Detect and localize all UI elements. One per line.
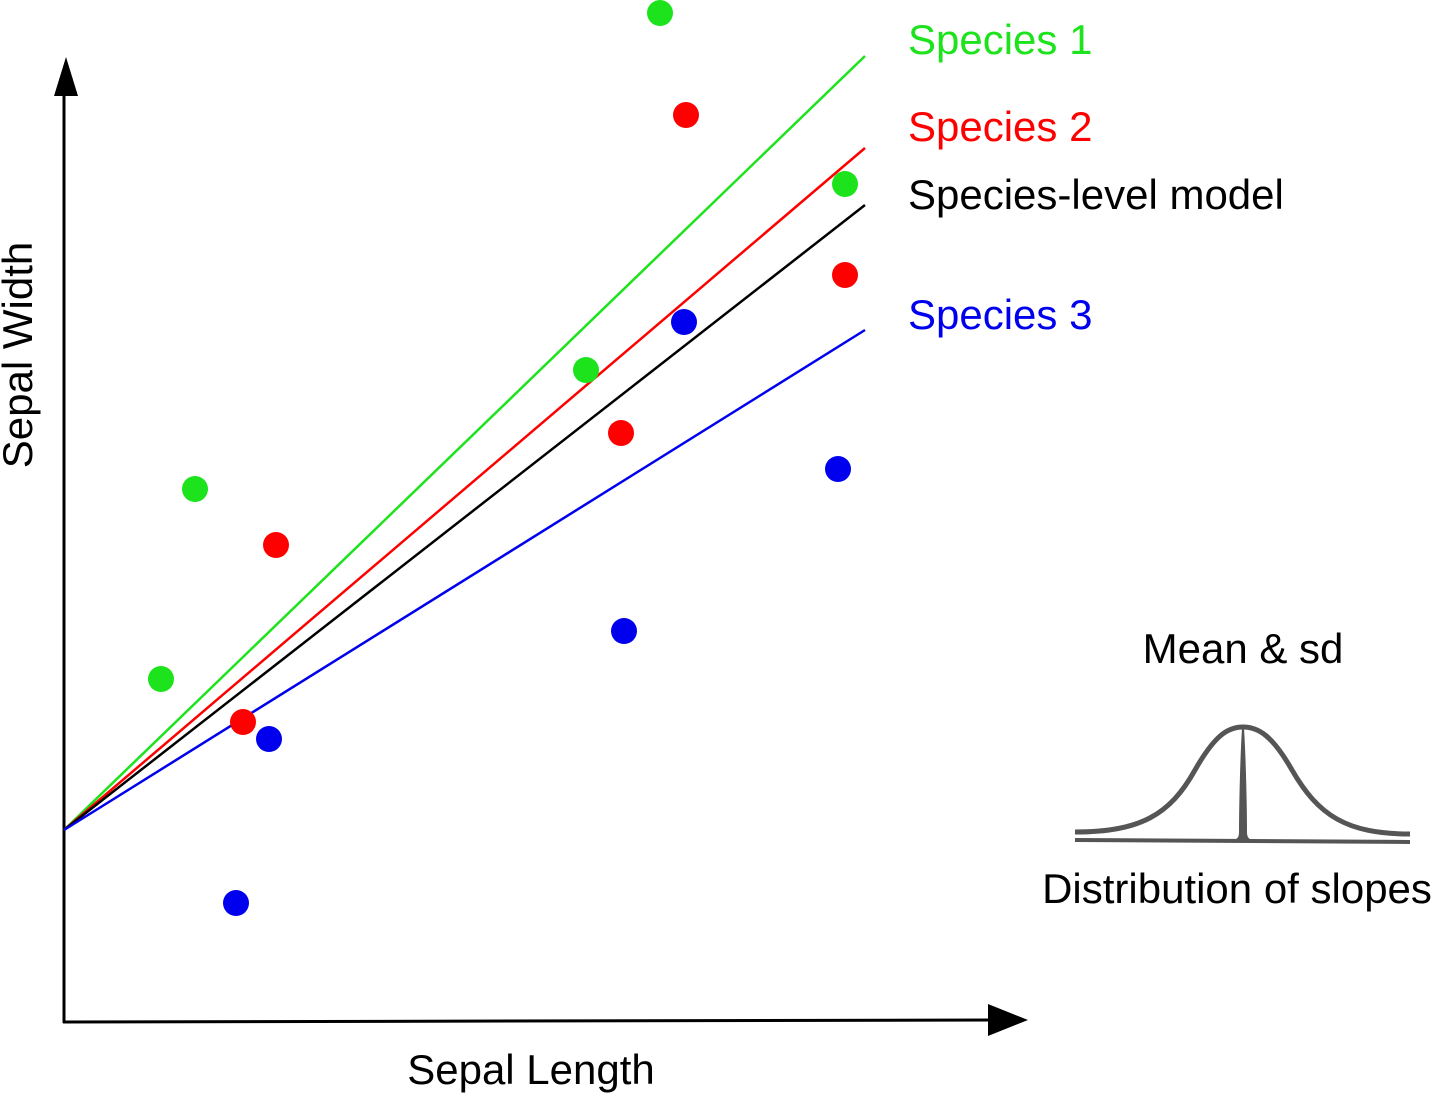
species1-point — [647, 0, 673, 26]
y-axis-arrowhead — [54, 57, 78, 96]
axes — [54, 57, 1028, 1036]
species3-point — [825, 456, 851, 482]
regression-lines — [63, 55, 866, 832]
species3-point — [223, 890, 249, 916]
species3-line — [63, 328, 866, 832]
distribution-curve — [1074, 724, 1411, 837]
species2-point — [673, 102, 699, 128]
x-axis — [62, 1018, 996, 1024]
species-level-line — [63, 204, 866, 831]
x-axis-label: Sepal Length — [407, 1046, 655, 1093]
species1-label: Species 1 — [908, 16, 1092, 63]
species3-label: Species 3 — [908, 291, 1092, 338]
distribution-of-slopes-label: Distribution of slopes — [1042, 865, 1432, 912]
species1-point — [573, 357, 599, 383]
species1-point — [182, 476, 208, 502]
data-points — [148, 0, 858, 916]
mean-line — [1232, 727, 1254, 842]
species-level-label: Species-level model — [908, 171, 1284, 218]
x-axis-arrowhead — [988, 1004, 1028, 1036]
y-axis-label: Sepal Width — [0, 242, 41, 468]
species2-point — [230, 709, 256, 735]
mean-sd-label: Mean & sd — [1143, 625, 1344, 672]
slope-distribution-inset: Mean & sd Distribution of slopes — [1042, 625, 1432, 912]
species2-point — [263, 532, 289, 558]
species2-label: Species 2 — [908, 103, 1092, 150]
species3-point — [256, 726, 282, 752]
species1-point — [148, 666, 174, 692]
species3-point — [671, 309, 697, 335]
species2-line — [63, 147, 866, 831]
species1-point — [832, 171, 858, 197]
species3-point — [611, 618, 637, 644]
species2-point — [608, 420, 634, 446]
species1-line — [63, 55, 866, 831]
species2-point — [832, 262, 858, 288]
line-labels: Species 1 Species 2 Species-level model … — [908, 16, 1284, 338]
